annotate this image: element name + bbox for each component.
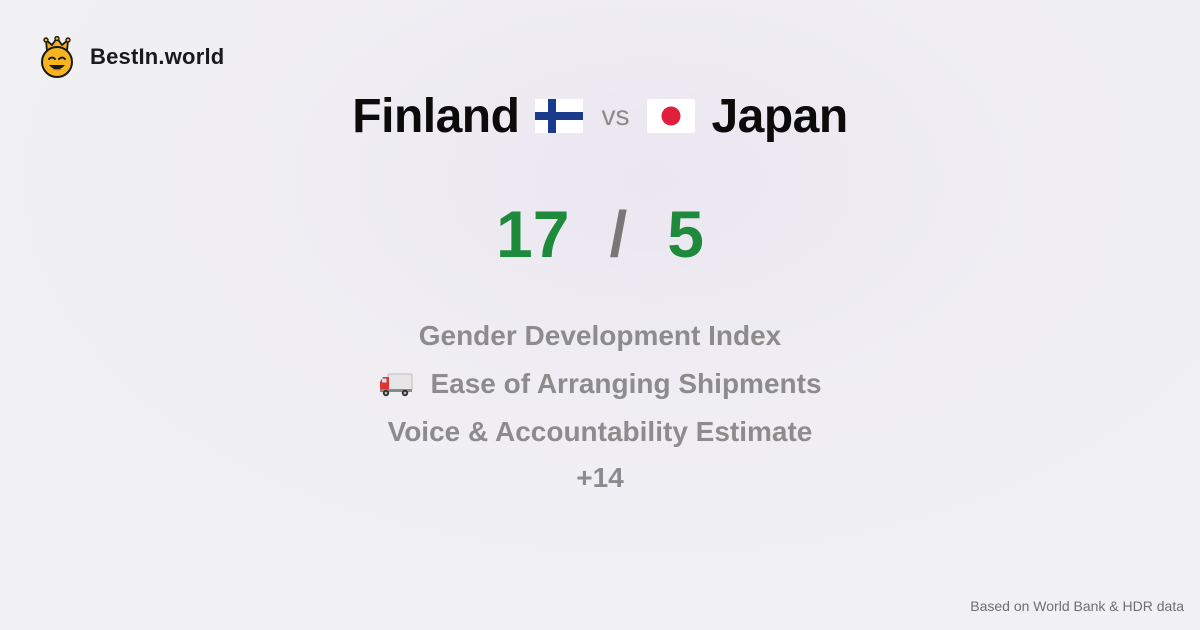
comparison-title: Finland vs Japan <box>0 86 1200 146</box>
right-score: 5 <box>667 197 704 271</box>
metric-item[interactable]: Gender Development Index <box>0 312 1200 360</box>
left-country-name[interactable]: Finland <box>352 89 520 143</box>
data-source-note: Based on World Bank & HDR data <box>970 598 1184 614</box>
brand-logo[interactable]: BestIn.world <box>38 36 224 78</box>
finland-flag-icon <box>535 99 584 133</box>
crown-smiley-icon <box>41 36 73 78</box>
metrics-list: Gender Development Index Ease of Arrangi… <box>0 312 1200 456</box>
left-score: 17 <box>496 197 570 271</box>
truck-icon <box>380 373 413 397</box>
more-metrics-count[interactable]: +14 <box>576 462 624 493</box>
metric-label: Voice & Accountability Estimate <box>387 416 813 447</box>
metric-label: Gender Development Index <box>418 320 782 351</box>
metric-item[interactable]: Voice & Accountability Estimate <box>0 408 1200 456</box>
metric-label: Ease of Arranging Shipments <box>430 368 822 399</box>
right-country-name[interactable]: Japan <box>711 89 848 143</box>
brand-name: BestIn.world <box>90 44 225 69</box>
metric-item[interactable]: Ease of Arranging Shipments <box>0 360 1200 408</box>
score-row: 17 / 5 <box>0 196 1200 272</box>
vs-label: vs <box>601 100 630 131</box>
score-separator: / <box>609 198 628 270</box>
japan-flag-icon <box>647 99 696 133</box>
